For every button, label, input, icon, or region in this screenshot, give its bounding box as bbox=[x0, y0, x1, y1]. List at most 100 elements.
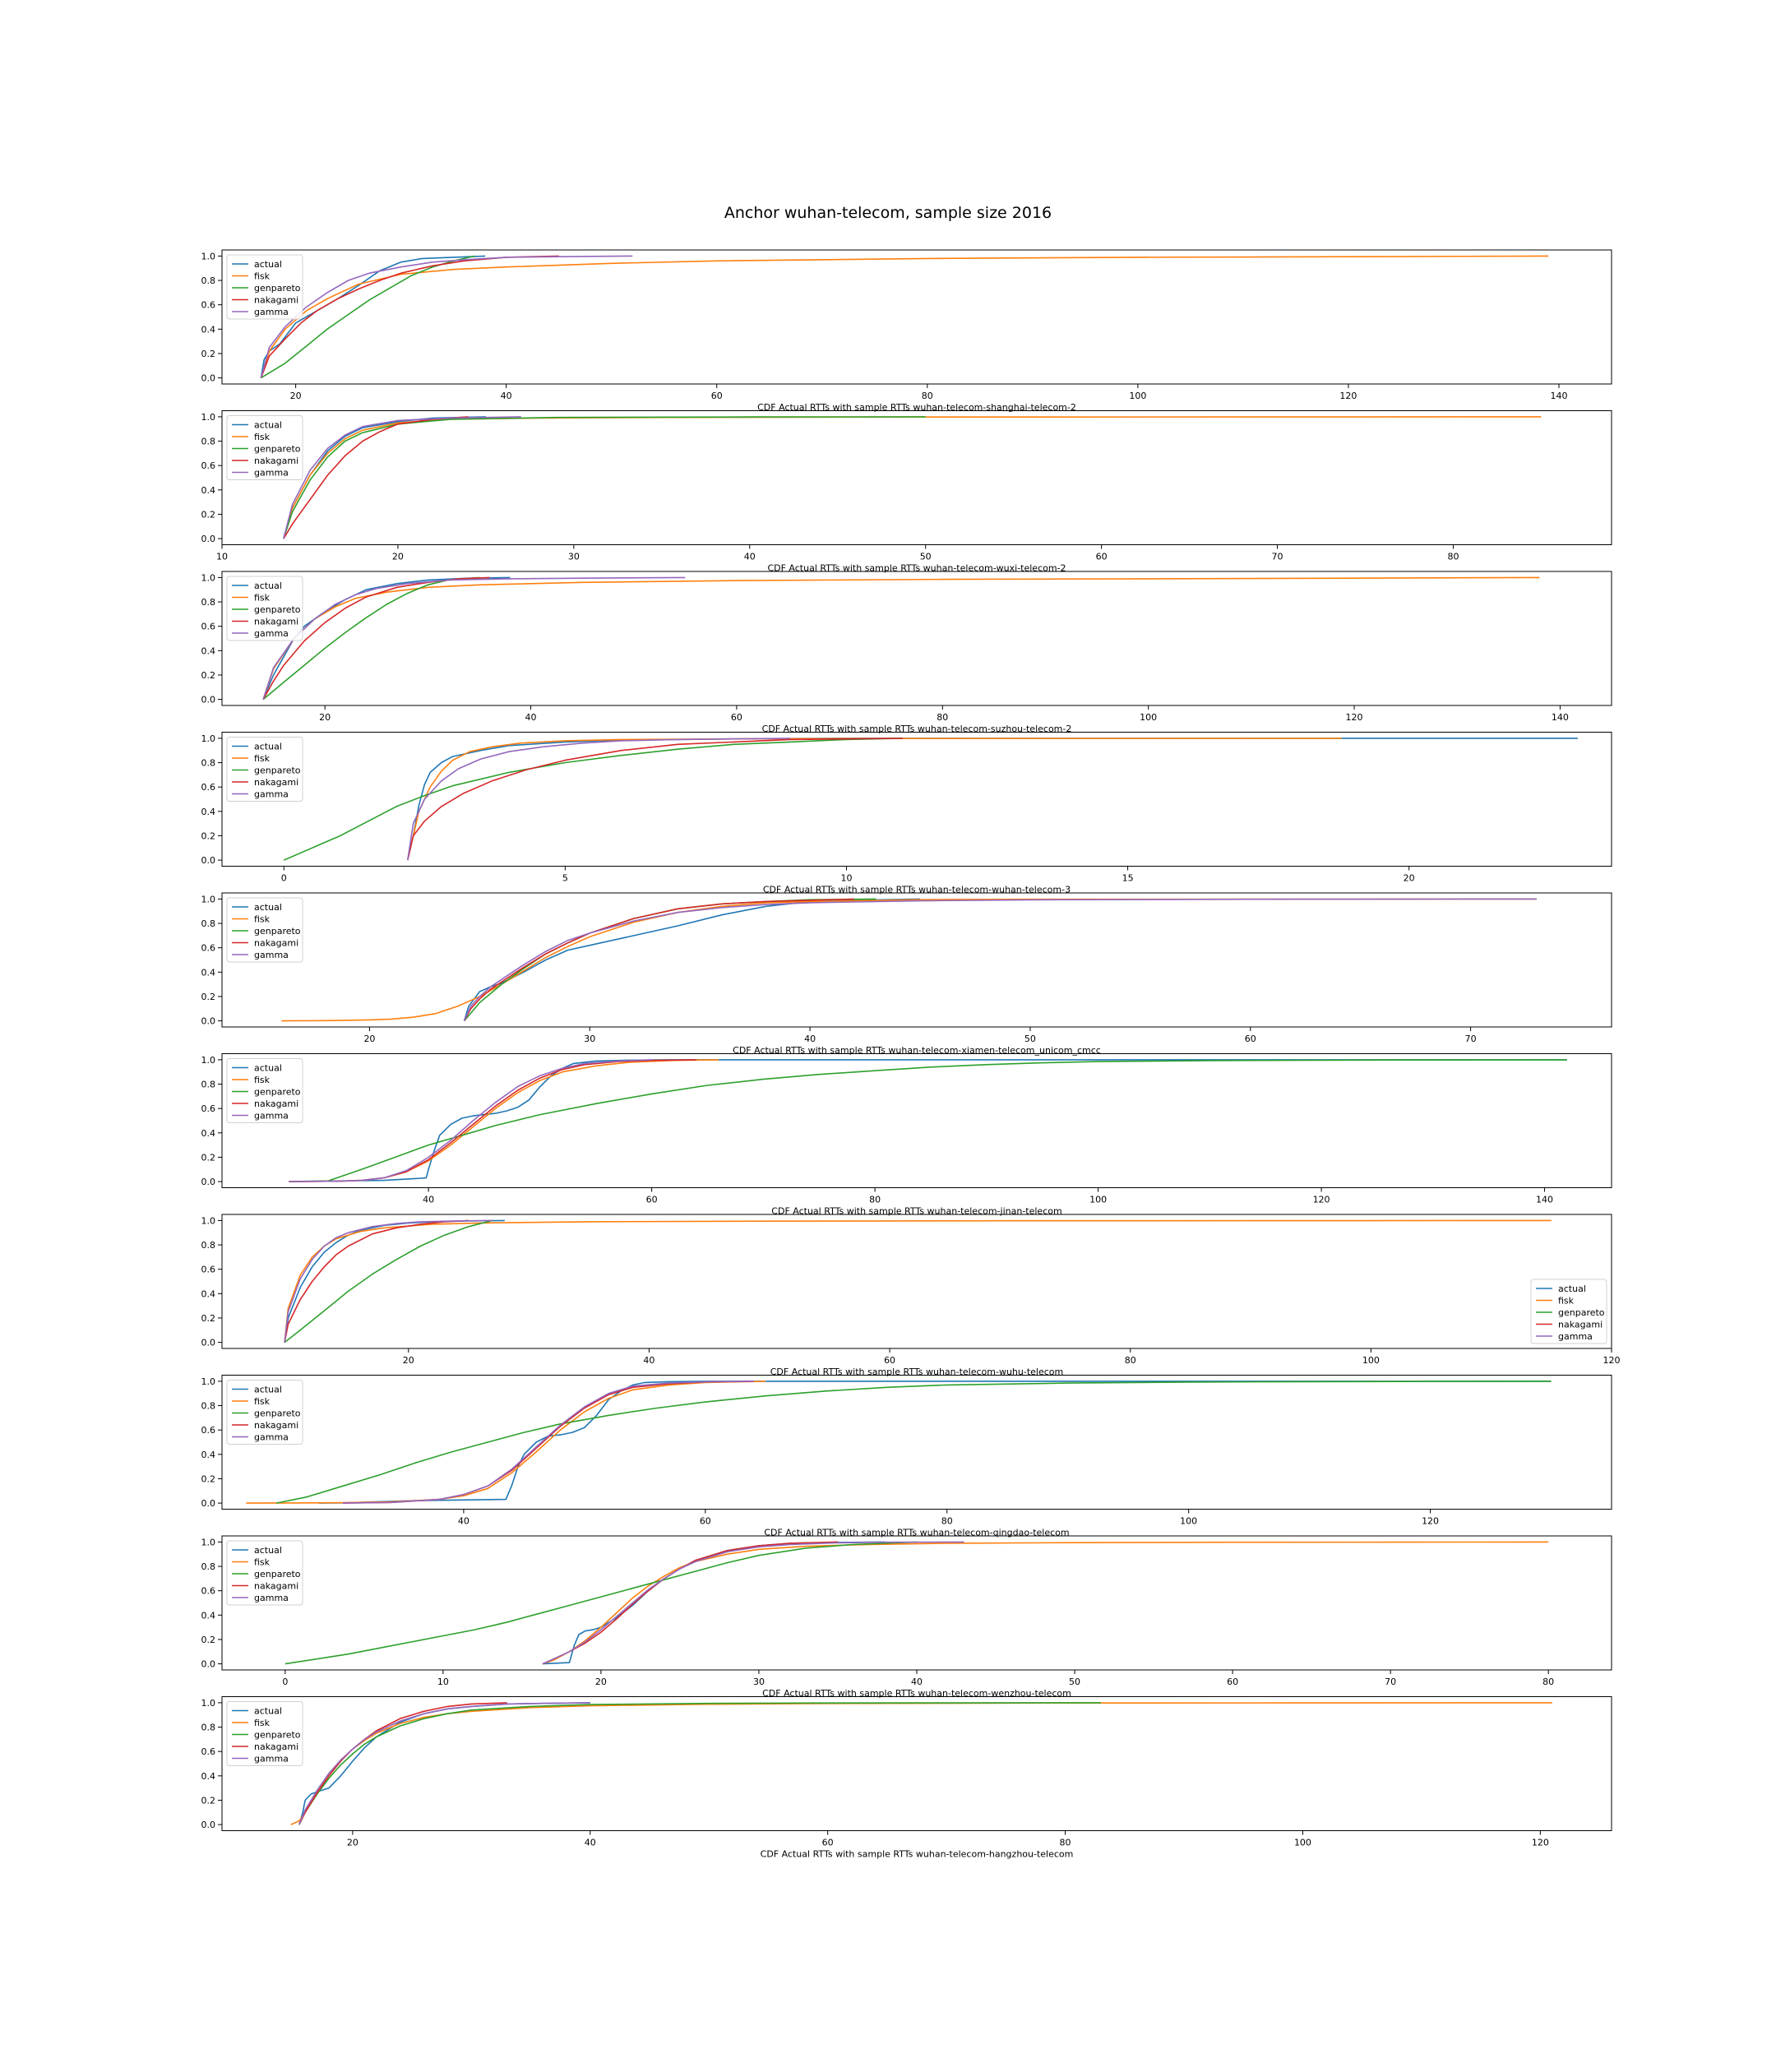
x-tick-label: 60 bbox=[711, 391, 723, 401]
series-line-fisk bbox=[290, 1702, 1552, 1825]
legend-label-nakagami: nakagami bbox=[254, 456, 298, 466]
legend-label-gamma: gamma bbox=[1558, 1331, 1593, 1342]
x-axis-label: CDF Actual RTTs with sample RTTs wuhan-t… bbox=[733, 1045, 1101, 1056]
x-tick-label: 120 bbox=[1339, 391, 1357, 401]
y-tick-label: 0.6 bbox=[201, 1586, 216, 1597]
subplot-5: 20 30 40 50 60 70 0.0 0.2 0.4 0.6 0.8 1.0 CDF Actual… bbox=[201, 892, 1612, 1056]
x-tick-label: 50 bbox=[1024, 1034, 1036, 1044]
legend-label-fisk: fisk bbox=[254, 271, 271, 282]
series-line-actual bbox=[284, 1219, 505, 1343]
x-tick-label: 20 bbox=[347, 1838, 358, 1848]
legend-label-genpareto: genpareto bbox=[254, 1569, 301, 1579]
x-tick-label: 60 bbox=[731, 712, 742, 723]
x-tick-label: 80 bbox=[1447, 552, 1459, 562]
legend-box bbox=[226, 415, 303, 480]
y-tick-label: 0.4 bbox=[201, 645, 216, 656]
x-axis-label: CDF Actual RTTs with sample RTTs wuhan-t… bbox=[764, 1528, 1069, 1538]
legend-label-fisk: fisk bbox=[254, 1075, 271, 1085]
y-tick-label: 0.0 bbox=[201, 695, 216, 705]
x-tick-label: 0 bbox=[281, 873, 287, 884]
legend-box bbox=[1530, 1279, 1607, 1344]
y-tick-label: 0.2 bbox=[201, 509, 216, 520]
series-line-genpareto bbox=[262, 576, 480, 701]
x-tick-label: 40 bbox=[643, 1355, 654, 1366]
x-tick-label: 20 bbox=[319, 712, 331, 723]
x-tick-label: 20 bbox=[403, 1355, 414, 1366]
y-tick-label: 1.0 bbox=[201, 894, 216, 904]
legend-label-actual: actual bbox=[254, 1385, 282, 1395]
series-group bbox=[262, 576, 1540, 701]
series-line-gamma bbox=[463, 898, 1537, 1021]
series-line-gamma bbox=[542, 1541, 964, 1665]
legend-label-genpareto: genpareto bbox=[254, 1730, 301, 1741]
series-group bbox=[283, 416, 1542, 539]
axes-frame bbox=[221, 1535, 1612, 1671]
y-tick-label: 0.0 bbox=[201, 373, 216, 384]
y-tick-label: 0.2 bbox=[201, 670, 216, 681]
x-tick-label: 70 bbox=[1272, 552, 1283, 562]
series-line-gamma bbox=[284, 1219, 493, 1343]
x-tick-label: 20 bbox=[1404, 873, 1415, 884]
legend-label-genpareto: genpareto bbox=[254, 444, 301, 455]
legend-label-nakagami: nakagami bbox=[254, 1741, 298, 1752]
axes-frame bbox=[221, 410, 1612, 545]
legend-box bbox=[226, 576, 303, 641]
y-tick-label: 0.6 bbox=[201, 1265, 216, 1275]
y-tick-label: 1.0 bbox=[201, 251, 216, 261]
x-axis-label: CDF Actual RTTs with sample RTTs wuhan-t… bbox=[767, 563, 1066, 574]
axes-frame bbox=[221, 1053, 1612, 1188]
y-tick-label: 0.4 bbox=[201, 1450, 216, 1460]
series-line-gamma bbox=[283, 416, 521, 539]
y-tick-label: 0.8 bbox=[201, 1401, 216, 1412]
axes-frame bbox=[221, 571, 1612, 706]
x-tick-label: 50 bbox=[1069, 1677, 1080, 1687]
axes-frame bbox=[221, 732, 1612, 867]
x-tick-label: 60 bbox=[646, 1195, 658, 1205]
x-tick-label: 40 bbox=[458, 1516, 469, 1527]
legend-label-gamma: gamma bbox=[254, 628, 289, 639]
y-tick-label: 0.8 bbox=[201, 918, 216, 929]
series-line-nakagami bbox=[463, 898, 854, 1021]
y-tick-label: 0.8 bbox=[201, 1080, 216, 1090]
x-tick-label: 40 bbox=[423, 1195, 434, 1205]
y-tick-label: 0.6 bbox=[201, 460, 216, 471]
subplot-8: 40 60 80 100 120 0.0 0.2 0.4 0.6 0.8 1.0 CDF Actual… bbox=[201, 1375, 1612, 1538]
series-line-genpareto bbox=[275, 1381, 1552, 1504]
x-tick-label: 80 bbox=[941, 1516, 953, 1527]
legend-box bbox=[226, 737, 303, 802]
x-tick-label: 60 bbox=[1245, 1034, 1256, 1044]
legend-label-gamma: gamma bbox=[254, 1754, 289, 1764]
legend-label-gamma: gamma bbox=[254, 1111, 289, 1122]
series-line-gamma bbox=[289, 1059, 652, 1182]
y-tick-label: 0.0 bbox=[201, 1659, 216, 1670]
y-tick-label: 0.8 bbox=[201, 758, 216, 769]
legend-label-genpareto: genpareto bbox=[254, 765, 301, 776]
legend-label-actual: actual bbox=[254, 742, 282, 752]
x-tick-label: 5 bbox=[562, 873, 568, 884]
series-line-genpareto bbox=[283, 738, 903, 861]
y-tick-label: 0.2 bbox=[201, 992, 216, 1002]
y-tick-label: 0.4 bbox=[201, 967, 216, 978]
y-tick-label: 0.2 bbox=[201, 1635, 216, 1645]
y-tick-label: 0.8 bbox=[201, 597, 216, 608]
subplot-7: 20 40 60 80 100 120 0.0 0.2 0.4 0.6 0.8 1.0 CDF Actu… bbox=[201, 1214, 1621, 1377]
x-tick-label: 40 bbox=[744, 552, 756, 562]
legend-label-nakagami: nakagami bbox=[254, 295, 298, 306]
series-line-nakagami bbox=[342, 1381, 754, 1504]
x-tick-label: 10 bbox=[840, 873, 852, 884]
x-tick-label: 100 bbox=[1129, 391, 1146, 401]
legend-label-gamma: gamma bbox=[254, 1593, 289, 1603]
series-line-genpareto bbox=[289, 1059, 1567, 1182]
series-group bbox=[260, 255, 1549, 379]
x-tick-label: 100 bbox=[1180, 1516, 1197, 1527]
legend-label-actual: actual bbox=[254, 259, 282, 270]
series-group bbox=[289, 1059, 1567, 1182]
x-tick-label: 100 bbox=[1140, 712, 1157, 723]
x-tick-label: 140 bbox=[1550, 391, 1567, 401]
legend-label-nakagami: nakagami bbox=[1558, 1320, 1603, 1330]
legend-label-fisk: fisk bbox=[254, 432, 271, 442]
legend-label-nakagami: nakagami bbox=[254, 1420, 298, 1431]
y-tick-label: 0.2 bbox=[201, 1152, 216, 1163]
legend-box bbox=[226, 897, 303, 963]
